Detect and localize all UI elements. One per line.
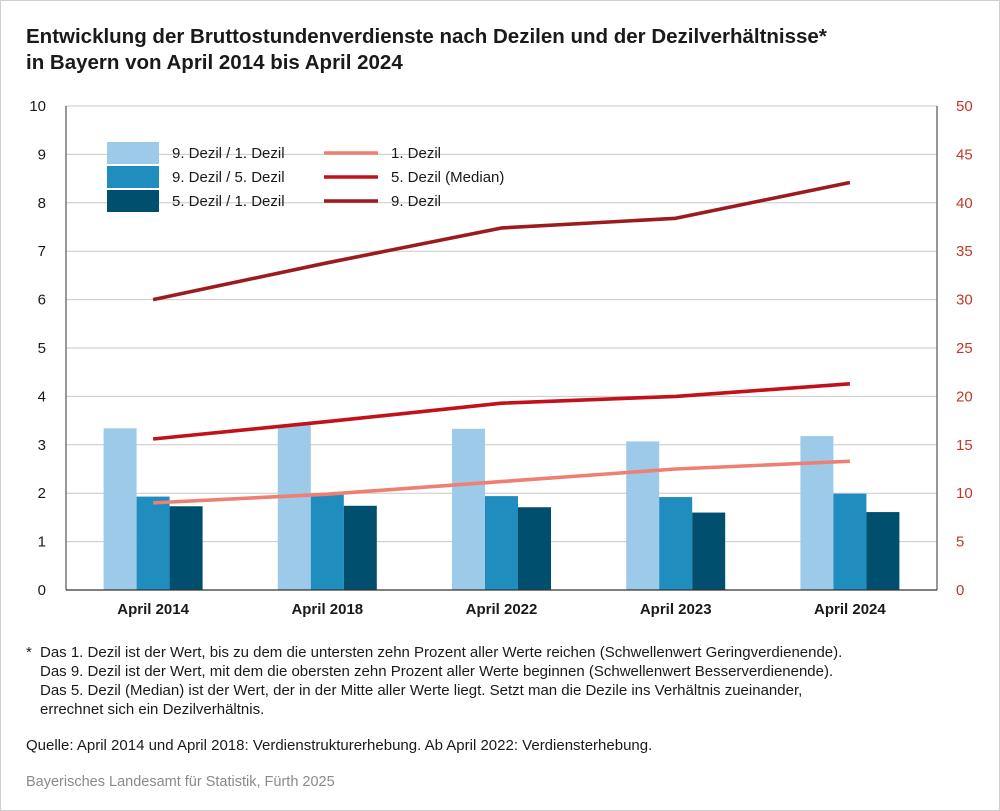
bar [626, 441, 660, 590]
chart-title-line-2: in Bayern von April 2014 bis April 2024 [26, 51, 403, 74]
y-left-tick-label: 5 [38, 340, 46, 357]
chart-title: Entwicklung der Bruttostundenverdienste … [26, 24, 827, 76]
legend-label: 9. Dezil [391, 193, 441, 210]
legend-label: 9. Dezil / 1. Dezil [172, 145, 285, 162]
y-right-tick-label: 5 [956, 534, 964, 551]
series-line [152, 180, 851, 302]
footnote-line: Das 5. Dezil (Median) ist der Wert, der … [40, 682, 803, 699]
y-right-tick-label: 20 [956, 388, 973, 405]
y-left-tick-label: 4 [38, 388, 46, 405]
legend-swatch [107, 166, 159, 188]
bar [518, 507, 551, 590]
y-left-tick-label: 0 [38, 582, 46, 599]
footnote: * Das 1. Dezil ist der Wert, bis zu dem … [26, 643, 966, 719]
y-left-tick-label: 10 [29, 98, 46, 115]
bar [343, 505, 377, 590]
footnote-line: Das 9. Dezil ist der Wert, mit dem die o… [40, 663, 834, 680]
bar [277, 424, 311, 590]
y-right-tick-label: 40 [956, 195, 973, 212]
footnote-row-1: * Das 1. Dezil ist der Wert, bis zu dem … [26, 643, 966, 662]
credit-line: Bayerisches Landesamt für Statistik, Für… [26, 774, 335, 790]
bar [452, 428, 485, 590]
source-note: Quelle: April 2014 und April 2018: Verdi… [26, 737, 653, 754]
footnote-line: Das 1. Dezil ist der Wert, bis zu dem di… [40, 644, 843, 661]
bar [800, 436, 834, 590]
footnote-asterisk: * [26, 644, 32, 661]
legend-label: 5. Dezil / 1. Dezil [172, 193, 285, 210]
legend-swatch [107, 142, 159, 164]
legend-swatch [107, 190, 159, 212]
y-right-tick-label: 35 [956, 243, 973, 260]
footnote-row-2: Das 9. Dezil ist der Wert, mit dem die o… [26, 662, 966, 681]
x-tick-label: April 2023 [640, 601, 712, 618]
bar [866, 512, 900, 590]
legend-label: 5. Dezil (Median) [391, 169, 504, 186]
bar [169, 506, 203, 590]
legend-label: 1. Dezil [391, 145, 441, 162]
footnote-row-3: Das 5. Dezil (Median) ist der Wert, der … [26, 681, 966, 700]
y-left-tick-label: 9 [38, 146, 46, 163]
y-right-tick-label: 30 [956, 292, 973, 309]
bar [310, 494, 344, 590]
series-line [153, 459, 850, 505]
y-right-tick-label: 15 [956, 437, 973, 454]
y-left-tick-label: 7 [38, 243, 46, 260]
y-right-tick-label: 10 [956, 485, 973, 502]
chart-title-line-1: Entwicklung der Bruttostundenverdienste … [26, 25, 827, 48]
bar [692, 512, 726, 590]
y-left-tick-label: 3 [38, 437, 46, 454]
x-tick-label: April 2018 [291, 601, 363, 618]
bar [103, 428, 137, 590]
y-right-tick-label: 45 [956, 146, 973, 163]
y-left-tick-label: 6 [38, 292, 46, 309]
legend-label: 9. Dezil / 5. Dezil [172, 169, 285, 186]
footnote-row-4: errechnet sich ein Dezilverhältnis. [26, 700, 966, 719]
x-tick-label: April 2014 [117, 601, 189, 618]
y-left-tick-label: 2 [38, 485, 46, 502]
bar [659, 497, 693, 590]
bar [485, 496, 518, 590]
footnote-line: errechnet sich ein Dezilverhältnis. [40, 701, 265, 718]
bar [136, 496, 170, 590]
y-right-tick-label: 50 [956, 98, 973, 115]
bar [833, 493, 867, 590]
y-right-tick-label: 0 [956, 582, 964, 599]
y-right-tick-label: 25 [956, 340, 973, 357]
y-left-tick-label: 8 [38, 195, 46, 212]
x-tick-label: April 2024 [814, 601, 886, 618]
series-line [152, 382, 851, 441]
x-tick-label: April 2022 [466, 601, 538, 618]
y-left-tick-label: 1 [38, 534, 46, 551]
